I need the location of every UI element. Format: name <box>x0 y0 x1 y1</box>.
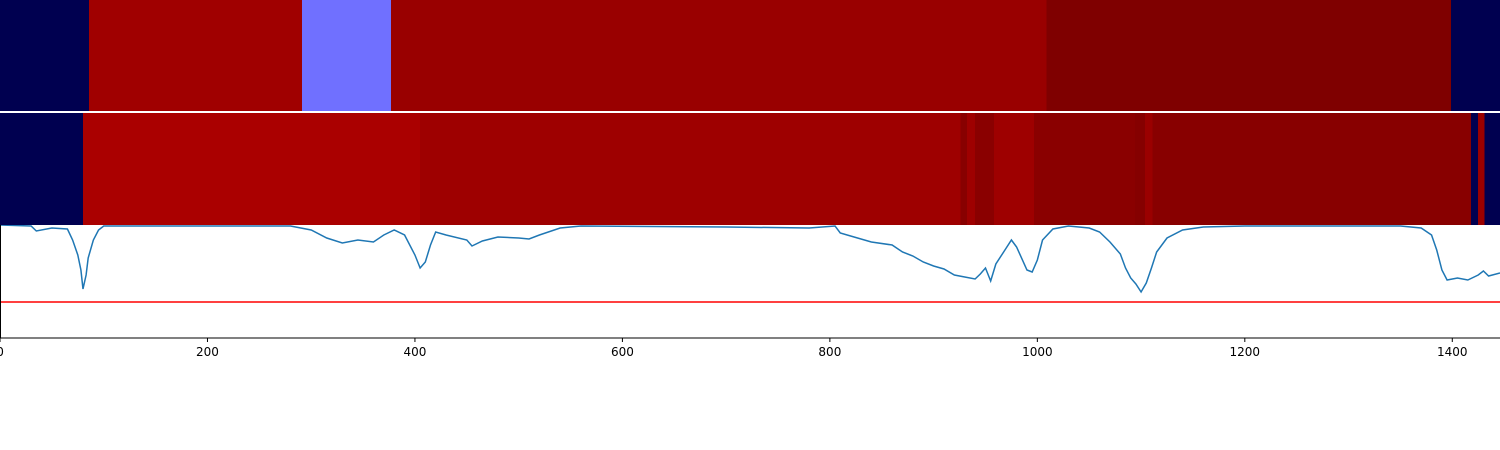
plot-area <box>0 225 1500 303</box>
x-tick-label: 0 <box>0 345 4 359</box>
band-segment <box>1046 0 1452 111</box>
band-segment <box>1478 113 1485 225</box>
x-tick-label: 400 <box>403 345 426 359</box>
band-segment <box>1470 113 1479 225</box>
band-segment <box>0 0 90 111</box>
band-segment <box>391 0 1047 111</box>
band-segment <box>1484 113 1500 225</box>
x-tick-label: 1200 <box>1230 345 1261 359</box>
band-segment <box>301 0 392 111</box>
x-tick-label: 800 <box>818 345 841 359</box>
data-line <box>0 225 1500 294</box>
band-segment <box>1152 113 1471 225</box>
x-tick-label: 1000 <box>1022 345 1053 359</box>
band-segment <box>420 113 961 225</box>
band-segment <box>0 113 83 225</box>
band-segment <box>1451 0 1500 111</box>
band-segment <box>1034 113 1135 225</box>
band-segment <box>89 0 302 111</box>
x-tick-label: 1400 <box>1437 345 1468 359</box>
band-segment <box>1134 113 1146 225</box>
band-segment <box>975 113 994 225</box>
band-segment <box>966 113 976 225</box>
band-segment <box>993 113 1035 225</box>
band-segment <box>82 113 421 225</box>
x-tick-label: 600 <box>611 345 634 359</box>
band-segment <box>960 113 967 225</box>
band-segment <box>1145 113 1153 225</box>
x-tick-label: 200 <box>196 345 219 359</box>
